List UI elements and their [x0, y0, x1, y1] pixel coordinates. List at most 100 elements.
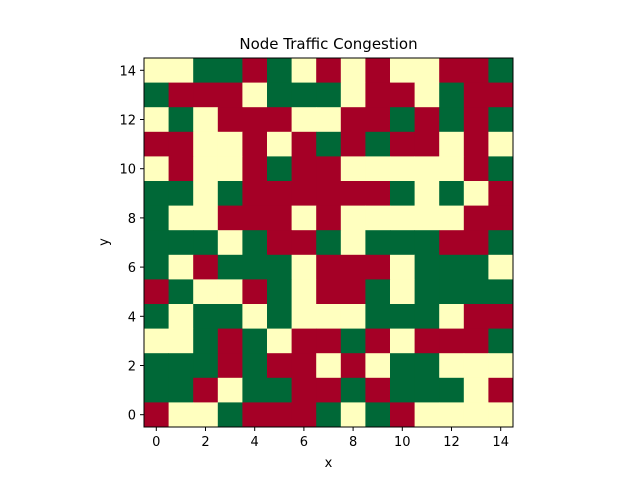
heatmap-cell — [488, 58, 514, 83]
heatmap-cell — [365, 402, 391, 428]
heatmap-cell — [291, 254, 317, 280]
heatmap-cell — [488, 82, 514, 108]
heatmap-cell — [463, 131, 489, 157]
heatmap-cell — [340, 58, 366, 83]
heatmap-cell — [488, 328, 514, 354]
heatmap-cell — [463, 156, 489, 182]
heatmap-cell — [267, 107, 292, 133]
heatmap-cell — [488, 402, 514, 428]
heatmap-cell — [365, 82, 391, 108]
heatmap-cell — [291, 156, 317, 182]
heatmap-cell — [463, 230, 489, 256]
heatmap-cell — [217, 377, 243, 403]
heatmap-cell — [144, 230, 169, 256]
heatmap-cell — [365, 205, 391, 231]
x-tick-label: 14 — [492, 435, 509, 450]
heatmap-cell — [463, 254, 489, 280]
heatmap-cell — [390, 58, 415, 83]
heatmap-cell — [365, 328, 391, 354]
heatmap-cell — [365, 156, 391, 182]
heatmap-cell — [168, 131, 194, 157]
heatmap-cell — [463, 181, 489, 206]
heatmap-cell — [316, 304, 342, 329]
heatmap-cell — [193, 205, 219, 231]
heatmap-cell — [291, 58, 317, 83]
heatmap-cell — [193, 181, 219, 206]
heatmap-cell — [144, 353, 169, 379]
heatmap-cell — [439, 377, 465, 403]
heatmap-cell — [217, 279, 243, 305]
heatmap-cell — [488, 254, 514, 280]
heatmap-cell — [439, 279, 465, 305]
x-tick-label: 2 — [201, 435, 209, 450]
heatmap-cell — [390, 328, 415, 354]
heatmap-cell — [414, 353, 440, 379]
heatmap-cell — [168, 353, 194, 379]
heatmap-cell — [390, 131, 415, 157]
heatmap-cell — [168, 377, 194, 403]
heatmap-cell — [193, 58, 219, 83]
heatmap-cell — [168, 181, 194, 206]
heatmap-cell — [340, 107, 366, 133]
heatmap-cell — [267, 304, 292, 329]
heatmap-cell — [267, 230, 292, 256]
heatmap-cell — [168, 402, 194, 428]
heatmap-cell — [316, 377, 342, 403]
y-axis-label: y — [97, 238, 112, 246]
heatmap-cell — [193, 131, 219, 157]
heatmap-cell — [291, 131, 317, 157]
heatmap-cell — [390, 230, 415, 256]
heatmap-cell — [242, 254, 268, 280]
heatmap-cell — [488, 205, 514, 231]
heatmap-cell — [439, 328, 465, 354]
heatmap-cell — [144, 304, 169, 329]
heatmap-cell — [168, 304, 194, 329]
heatmap-cell — [168, 254, 194, 280]
heatmap-cell — [168, 58, 194, 83]
heatmap-cell — [242, 328, 268, 354]
heatmap-cell — [144, 254, 169, 280]
heatmap-cell — [267, 131, 292, 157]
y-tick-label: 10 — [119, 163, 136, 178]
heatmap-cell — [390, 279, 415, 305]
heatmap-cell — [291, 82, 317, 108]
heatmap-cell — [340, 402, 366, 428]
heatmap-cell — [316, 254, 342, 280]
heatmap-cell — [340, 82, 366, 108]
y-tick-label: 2 — [128, 360, 136, 375]
heatmap-cell — [291, 181, 317, 206]
heatmap-cell — [463, 377, 489, 403]
heatmap-cell — [390, 304, 415, 329]
x-axis-label: x — [325, 456, 333, 471]
heatmap-cell — [439, 156, 465, 182]
heatmap-cell — [414, 82, 440, 108]
heatmap-cell — [414, 230, 440, 256]
heatmap-cell — [365, 377, 391, 403]
heatmap-cell — [291, 230, 317, 256]
heatmap-cell — [390, 82, 415, 108]
y-axis-ticks: 0 2 4 6 8 10 12 14 — [119, 64, 144, 424]
heatmap-cells — [144, 58, 514, 428]
heatmap-cell — [488, 377, 514, 403]
heatmap-cell — [390, 107, 415, 133]
heatmap-cell — [291, 279, 317, 305]
heatmap-cell — [217, 131, 243, 157]
heatmap-cell — [168, 107, 194, 133]
heatmap-cell — [217, 181, 243, 206]
heatmap-cell — [144, 205, 169, 231]
heatmap-cell — [291, 205, 317, 231]
heatmap-cell — [340, 254, 366, 280]
heatmap-cell — [316, 328, 342, 354]
heatmap-cell — [144, 402, 169, 428]
heatmap-cell — [267, 205, 292, 231]
heatmap-cell — [488, 353, 514, 379]
heatmap-cell — [390, 205, 415, 231]
x-tick-label: 4 — [251, 435, 259, 450]
heatmap-cell — [390, 377, 415, 403]
heatmap-cell — [242, 279, 268, 305]
heatmap-cell — [217, 82, 243, 108]
heatmap-cell — [217, 58, 243, 83]
heatmap-cell — [316, 230, 342, 256]
heatmap-cell — [365, 230, 391, 256]
